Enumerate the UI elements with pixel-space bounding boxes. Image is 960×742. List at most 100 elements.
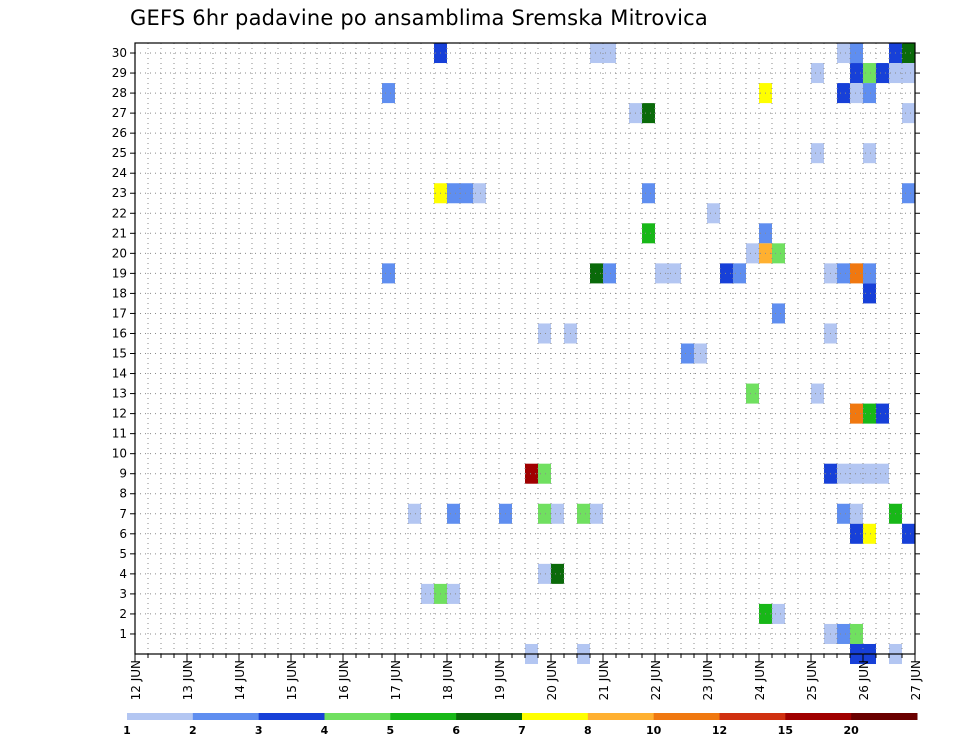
heatmap-cell — [460, 183, 473, 204]
heatmap-cell — [863, 283, 876, 304]
heatmap-cell — [408, 503, 421, 524]
legend-label: 4 — [321, 724, 329, 737]
heatmap-cell — [538, 323, 551, 344]
heatmap-cell — [590, 43, 603, 64]
axes-layer: 1234567891011121314151617181920212223242… — [112, 42, 923, 700]
heatmap-cell — [421, 583, 434, 604]
y-tick-label: 6 — [119, 527, 127, 541]
heatmap-cell — [525, 463, 538, 484]
heatmap-cell — [902, 43, 915, 64]
cells-layer — [382, 43, 915, 665]
y-tick-label: 1 — [119, 627, 127, 641]
legend-label: 5 — [387, 724, 395, 737]
heatmap-cell — [707, 203, 720, 224]
y-tick-label: 11 — [112, 427, 127, 441]
y-tick-label: 17 — [112, 306, 127, 320]
heatmap-cell — [538, 463, 551, 484]
x-tick-label: 19 JUN — [493, 660, 507, 700]
heatmap-cell — [863, 263, 876, 284]
heatmap-cell — [863, 403, 876, 424]
legend-label: 10 — [646, 724, 662, 737]
heatmap-cell — [837, 83, 850, 104]
legend-swatch — [587, 713, 655, 720]
legend-swatch — [851, 713, 918, 720]
heatmap-cell — [772, 303, 785, 324]
heatmap-cell — [642, 223, 655, 244]
legend-swatch — [324, 713, 391, 720]
heatmap-cell — [603, 263, 616, 284]
heatmap-cell — [850, 403, 863, 424]
y-tick-label: 7 — [119, 507, 127, 521]
heatmap-cell — [902, 183, 915, 204]
y-tick-label: 26 — [112, 126, 127, 140]
legend-swatch — [192, 713, 260, 720]
heatmap-cell — [603, 43, 616, 64]
y-tick-label: 28 — [112, 86, 127, 100]
legend-label: 6 — [452, 724, 460, 737]
heatmap-cell — [837, 623, 850, 644]
heatmap-cell — [837, 463, 850, 484]
legend-label: 1 — [123, 724, 131, 737]
legend-swatch — [456, 713, 523, 720]
x-tick-label: 27 JUN — [909, 660, 923, 700]
y-tick-label: 12 — [112, 407, 127, 421]
x-tick-label: 20 JUN — [545, 660, 559, 700]
grid-layer — [135, 43, 915, 654]
x-tick-label: 15 JUN — [285, 660, 299, 700]
x-tick-label: 22 JUN — [649, 660, 663, 700]
heatmap-cell — [772, 243, 785, 264]
y-tick-label: 8 — [119, 487, 127, 501]
heatmap-cell — [668, 263, 681, 284]
legend-label: 2 — [189, 724, 197, 737]
x-tick-label: 25 JUN — [805, 660, 819, 700]
heatmap-cell — [863, 463, 876, 484]
heatmap-cell — [850, 43, 863, 64]
y-tick-label: 25 — [112, 146, 127, 160]
y-tick-label: 15 — [112, 347, 127, 361]
x-tick-label: 17 JUN — [389, 660, 403, 700]
heatmap-cell — [447, 583, 460, 604]
heatmap-cell — [876, 63, 889, 84]
heatmap-cell — [746, 383, 759, 404]
heatmap-cell — [655, 263, 668, 284]
heatmap-cell — [590, 503, 603, 524]
legend-label: 7 — [518, 724, 526, 737]
y-tick-label: 2 — [119, 607, 127, 621]
y-tick-label: 3 — [119, 587, 127, 601]
heatmap-cell — [473, 183, 486, 204]
heatmap-cell — [837, 503, 850, 524]
legend-swatch — [785, 713, 852, 720]
heatmap-cell — [837, 43, 850, 64]
legend-label: 12 — [712, 724, 727, 737]
y-tick-label: 14 — [112, 367, 127, 381]
heatmap-cell — [551, 503, 564, 524]
x-tick-label: 12 JUN — [129, 660, 143, 700]
x-tick-label: 16 JUN — [337, 660, 351, 700]
legend-swatch — [127, 713, 194, 720]
heatmap-cell — [538, 503, 551, 524]
heatmap-cell — [811, 383, 824, 404]
x-tick-label: 24 JUN — [753, 660, 767, 700]
heatmap-cell — [811, 143, 824, 164]
legend-swatch — [390, 713, 457, 720]
legend-swatch — [258, 713, 325, 720]
heatmap-cell — [590, 263, 603, 284]
heatmap-cell — [733, 263, 746, 284]
heatmap-cell — [551, 563, 564, 584]
heatmap-cell — [642, 103, 655, 124]
chart-title: GEFS 6hr padavine po ansamblima Sremska … — [130, 6, 708, 30]
heatmap-cell — [850, 523, 863, 544]
y-tick-label: 4 — [119, 567, 127, 581]
heatmap-cell — [850, 63, 863, 84]
heatmap-cell — [382, 263, 395, 284]
heatmap-cell — [863, 63, 876, 84]
heatmap-cell — [850, 503, 863, 524]
heatmap-cell — [902, 103, 915, 124]
heatmap-cell — [902, 523, 915, 544]
heatmap-cell — [876, 463, 889, 484]
y-tick-label: 19 — [112, 266, 127, 280]
heatmap-cell — [538, 563, 551, 584]
heatmap-cell — [447, 503, 460, 524]
heatmap-cell — [863, 143, 876, 164]
y-tick-label: 29 — [112, 66, 127, 80]
